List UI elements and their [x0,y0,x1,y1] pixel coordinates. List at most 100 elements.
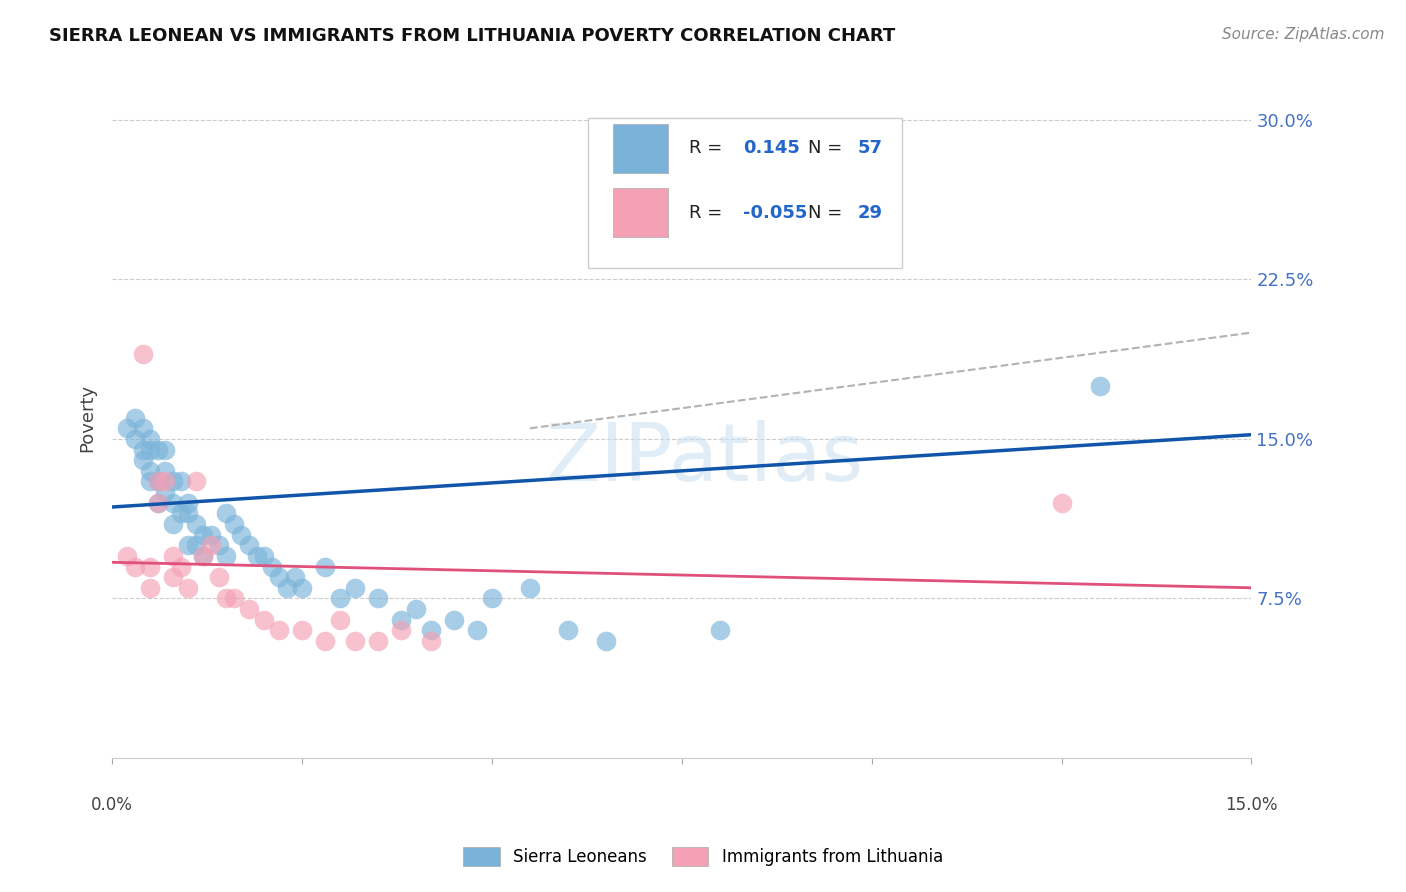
Point [155,475,177,489]
Point [184,516,207,531]
Point [131,442,153,457]
Point [200,538,222,552]
Point [131,453,153,467]
Text: 0.0%: 0.0% [91,797,134,814]
Point [146,496,169,510]
Point [709,624,731,638]
Point [131,421,153,435]
Point [155,485,177,500]
Point [193,549,215,563]
Point [169,475,191,489]
Point [207,570,229,584]
Point [595,634,617,648]
Point [222,516,245,531]
Point [177,507,200,521]
Point [245,549,267,563]
Point [139,432,162,446]
Point [260,559,283,574]
Point [291,581,314,595]
Point [420,624,443,638]
Point [481,591,503,606]
Point [131,347,153,361]
Point [329,591,352,606]
Point [344,634,367,648]
Point [269,570,291,584]
Point [1088,378,1111,392]
Point [139,475,162,489]
Point [314,559,336,574]
Point [193,549,215,563]
Text: ZIPatlas: ZIPatlas [546,419,863,498]
Y-axis label: Poverty: Poverty [79,384,96,451]
Point [443,613,465,627]
Text: Source: ZipAtlas.com: Source: ZipAtlas.com [1222,27,1385,42]
Point [139,559,162,574]
Text: 57: 57 [858,139,883,157]
Point [139,442,162,457]
Point [557,624,579,638]
Point [389,613,412,627]
Point [231,527,253,541]
Point [117,549,139,563]
Point [177,496,200,510]
Point [215,549,238,563]
Point [155,442,177,457]
Point [253,613,276,627]
Point [146,475,169,489]
Point [389,624,412,638]
Point [177,581,200,595]
Point [146,442,169,457]
Point [162,496,184,510]
Point [146,496,169,510]
Text: N =: N = [808,204,842,222]
Point [184,538,207,552]
Text: 0.145: 0.145 [744,139,800,157]
Point [420,634,443,648]
Text: N =: N = [808,139,842,157]
Text: 15.0%: 15.0% [1225,797,1278,814]
Point [146,475,169,489]
Point [139,581,162,595]
Point [283,570,305,584]
Point [367,634,389,648]
Point [207,538,229,552]
Point [162,475,184,489]
Point [215,591,238,606]
Point [405,602,427,616]
Point [269,624,291,638]
Text: R =: R = [689,139,721,157]
Point [117,421,139,435]
Point [124,559,146,574]
Point [367,591,389,606]
Point [222,591,245,606]
Point [193,527,215,541]
Point [124,432,146,446]
Point [291,624,314,638]
Legend: Sierra Leoneans, Immigrants from Lithuania: Sierra Leoneans, Immigrants from Lithuan… [457,840,949,873]
Point [238,538,260,552]
Point [162,570,184,584]
Point [215,507,238,521]
Point [124,410,146,425]
Bar [613,188,668,237]
Point [169,507,191,521]
Text: R =: R = [689,204,721,222]
Point [200,527,222,541]
FancyBboxPatch shape [589,119,901,268]
Point [329,613,352,627]
Point [162,516,184,531]
Point [276,581,298,595]
Bar [613,124,668,173]
Point [253,549,276,563]
Point [465,624,488,638]
Point [139,464,162,478]
Point [238,602,260,616]
Point [169,559,191,574]
Point [162,549,184,563]
Point [184,475,207,489]
Point [155,464,177,478]
Text: -0.055: -0.055 [744,204,807,222]
Text: 29: 29 [858,204,883,222]
Point [1050,496,1073,510]
Point [177,538,200,552]
